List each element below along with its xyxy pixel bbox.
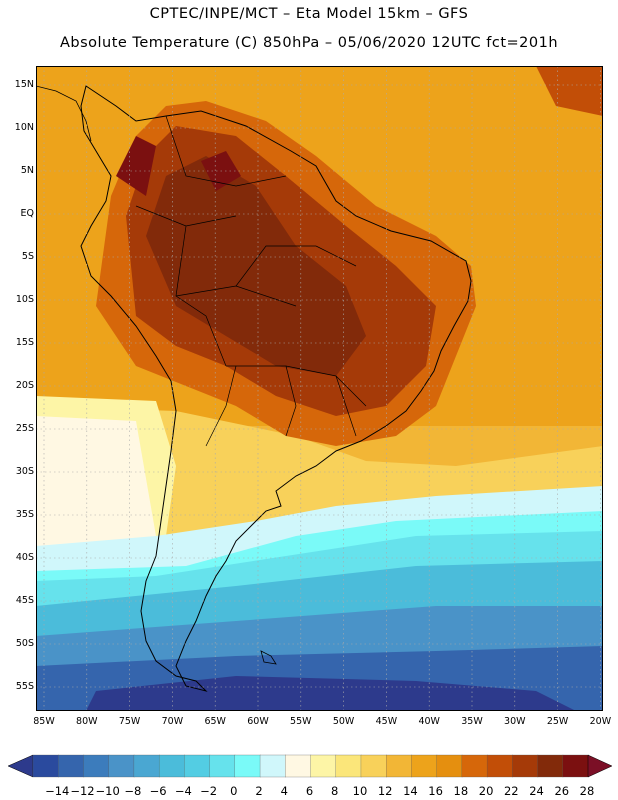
hot-spot-northeast bbox=[536, 66, 603, 116]
lon-label: 30W bbox=[504, 716, 526, 727]
gridlines bbox=[36, 66, 603, 711]
colorbar-label: −4 bbox=[174, 784, 192, 798]
colorbar-swatch bbox=[461, 754, 488, 778]
colorbar-label: 16 bbox=[428, 784, 443, 798]
lon-label: 70W bbox=[161, 716, 184, 727]
colorbar-swatch bbox=[285, 754, 312, 778]
lat-label: 45S bbox=[15, 595, 34, 606]
colorbar-label: 22 bbox=[503, 784, 519, 798]
colorbar-swatch bbox=[537, 754, 564, 778]
colorbar-label: 26 bbox=[554, 784, 570, 798]
colorbar-high-extend bbox=[587, 754, 613, 778]
colorbar-swatch bbox=[259, 754, 286, 778]
lat-label: 10N bbox=[14, 122, 34, 133]
temp-band-blue-4 bbox=[86, 676, 576, 711]
colorbar-label: 20 bbox=[478, 784, 494, 798]
lat-label: 5S bbox=[21, 251, 34, 262]
colorbar-label: 2 bbox=[255, 784, 263, 798]
colorbar-label: 4 bbox=[280, 784, 288, 798]
colorbar-label: −14 bbox=[45, 784, 70, 798]
lat-label: 15S bbox=[15, 337, 34, 348]
coastline bbox=[80, 85, 472, 692]
colorbar-swatch bbox=[512, 754, 539, 778]
colorbar-swatch bbox=[184, 754, 211, 778]
islands-malvinas bbox=[260, 650, 277, 665]
colorbar-swatch bbox=[58, 754, 85, 778]
colorbar-label: 28 bbox=[579, 784, 595, 798]
lat-label: 30S bbox=[15, 466, 34, 477]
colorbar-swatch bbox=[386, 754, 413, 778]
colorbar-label: 10 bbox=[352, 784, 368, 798]
lon-label: 25W bbox=[546, 716, 569, 727]
temp-band-cream bbox=[36, 416, 156, 571]
colorbar-swatch bbox=[360, 754, 387, 778]
lon-label: 35W bbox=[461, 716, 483, 727]
lat-label: 25S bbox=[15, 423, 34, 434]
colorbar-label: −10 bbox=[95, 784, 120, 798]
temperature-map bbox=[36, 66, 603, 711]
colorbar-swatch bbox=[562, 754, 589, 778]
colorbar-label: 14 bbox=[403, 784, 418, 798]
lon-label: 20W bbox=[589, 716, 612, 727]
lat-label: 15N bbox=[14, 79, 34, 90]
colorbar-label: 8 bbox=[331, 784, 339, 798]
colorbar-label: 18 bbox=[453, 784, 469, 798]
country-borders bbox=[135, 115, 367, 447]
colorbar-swatch bbox=[83, 754, 110, 778]
colorbar-label: 0 bbox=[230, 784, 238, 798]
colorbar-label: −6 bbox=[149, 784, 167, 798]
colorbar-label: −8 bbox=[124, 784, 142, 798]
hot-spot-northwest bbox=[116, 136, 156, 196]
lon-label: 55W bbox=[290, 716, 312, 727]
colorbar-swatch bbox=[32, 754, 59, 778]
lon-label: 60W bbox=[247, 716, 269, 727]
hotter-core bbox=[146, 156, 366, 376]
colorbar-swatch bbox=[209, 754, 236, 778]
lon-label: 50W bbox=[332, 716, 355, 727]
lat-label: 35S bbox=[15, 509, 34, 520]
colorbar-swatch bbox=[486, 754, 513, 778]
colorbar-swatch bbox=[108, 754, 135, 778]
colorbar-swatch bbox=[234, 754, 261, 778]
lon-label: 45W bbox=[375, 716, 398, 727]
title-line-2: Absolute Temperature (C) 850hPa – 05/06/… bbox=[59, 35, 559, 51]
lat-label: 10S bbox=[15, 294, 34, 305]
colorbar-swatch bbox=[158, 754, 186, 778]
colorbar bbox=[7, 754, 613, 778]
lat-label: 55S bbox=[15, 681, 34, 692]
lon-label: 85W bbox=[33, 716, 55, 727]
map-frame bbox=[36, 66, 603, 711]
colorbar-swatch bbox=[436, 754, 463, 778]
lat-label: 20S bbox=[15, 380, 34, 391]
lat-label: 5N bbox=[20, 165, 34, 176]
colorbar-swatch bbox=[310, 754, 337, 778]
lon-label: 40W bbox=[418, 716, 440, 727]
lon-label: 65W bbox=[204, 716, 226, 727]
colorbar-label: −12 bbox=[70, 784, 95, 798]
map-canvas bbox=[36, 66, 603, 711]
lat-label: 40S bbox=[15, 552, 34, 563]
lon-label: 80W bbox=[76, 716, 98, 727]
colorbar-label: 12 bbox=[377, 784, 393, 798]
colorbar-swatch bbox=[335, 754, 362, 778]
colorbar-low-extend bbox=[7, 754, 34, 778]
colorbar-swatch bbox=[411, 754, 438, 778]
colorbar-label: 6 bbox=[305, 784, 314, 798]
colorbar-label: −2 bbox=[200, 784, 218, 798]
lon-label: 75W bbox=[118, 716, 141, 727]
central-america bbox=[36, 85, 92, 142]
colorbar-label: 24 bbox=[529, 784, 544, 798]
lat-label: EQ bbox=[20, 208, 34, 219]
lat-label: 50S bbox=[15, 638, 34, 649]
title-line-1: CPTEC/INPE/MCT – Eta Model 15km – GFS bbox=[149, 6, 469, 22]
colorbar-swatch bbox=[133, 754, 160, 778]
